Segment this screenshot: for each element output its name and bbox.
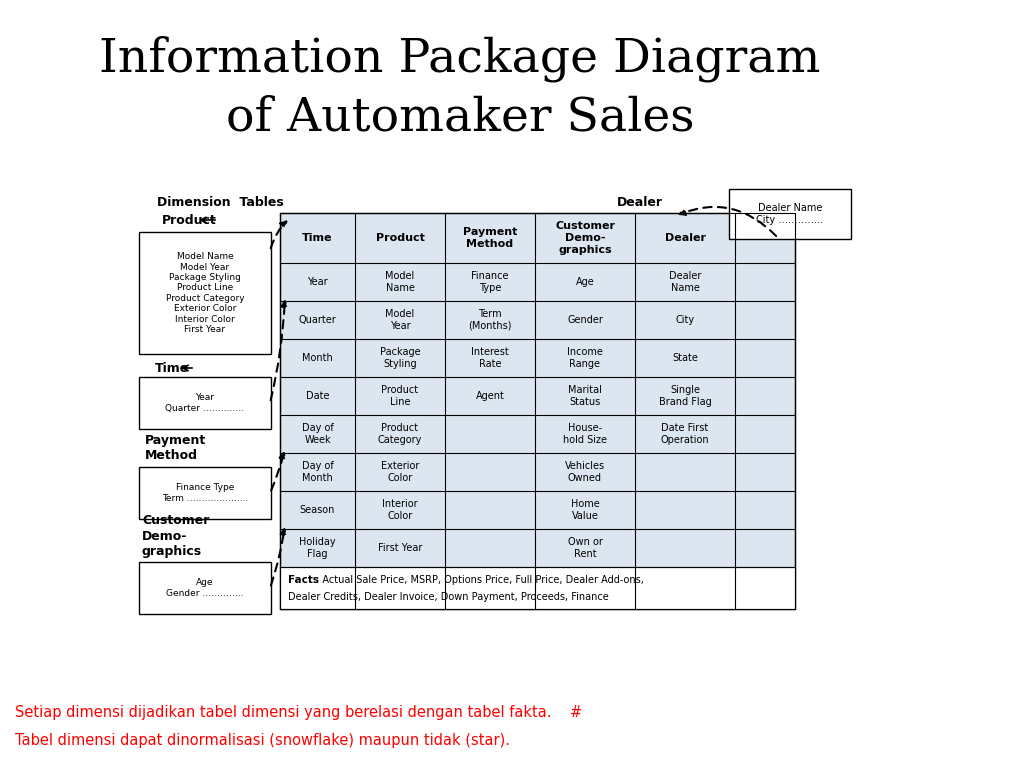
Text: Marital
Status: Marital Status [568, 386, 602, 407]
Text: First Year: First Year [378, 543, 422, 553]
Text: Exterior
Color: Exterior Color [381, 462, 419, 483]
FancyBboxPatch shape [139, 377, 271, 429]
Text: Finance
Type: Finance Type [471, 271, 509, 293]
Text: Model
Name: Model Name [385, 271, 415, 293]
Text: Age
Gender …………..: Age Gender ………….. [166, 578, 244, 598]
FancyArrowPatch shape [680, 207, 776, 236]
Text: Month: Month [302, 353, 333, 363]
Text: Income
Range: Income Range [567, 347, 603, 369]
Text: Finance Type
Term ……………......: Finance Type Term ……………...... [162, 483, 248, 503]
Text: Day of
Week: Day of Week [302, 423, 334, 445]
Text: Agent: Agent [475, 391, 505, 401]
Text: Dealer Credits, Dealer Invoice, Down Payment, Proceeds, Finance: Dealer Credits, Dealer Invoice, Down Pay… [288, 592, 608, 602]
Text: Package
Styling: Package Styling [380, 347, 420, 369]
Text: City: City [676, 315, 694, 325]
FancyBboxPatch shape [139, 562, 271, 614]
Text: Dealer Name
City …………..: Dealer Name City ………….. [757, 204, 823, 225]
Text: Payment
Method: Payment Method [145, 434, 206, 462]
Text: Age: Age [575, 277, 594, 287]
Text: Year
Quarter …………..: Year Quarter ………….. [166, 393, 245, 412]
Text: Information Package Diagram
of Automaker Sales: Information Package Diagram of Automaker… [99, 35, 820, 141]
Text: Single
Brand Flag: Single Brand Flag [658, 386, 712, 407]
Text: Customer
Demo-
graphics: Customer Demo- graphics [555, 221, 615, 255]
Text: Facts: Facts [288, 574, 319, 584]
Polygon shape [280, 213, 795, 609]
Text: Dealer: Dealer [617, 197, 663, 210]
Text: Home
Value: Home Value [570, 499, 599, 521]
Polygon shape [280, 567, 795, 609]
Text: Gender: Gender [567, 315, 603, 325]
Text: Season: Season [300, 505, 335, 515]
Text: : Actual Sale Price, MSRP, Options Price, Full Price, Dealer Add-ons,: : Actual Sale Price, MSRP, Options Price… [316, 574, 644, 584]
Text: Dealer
Name: Dealer Name [669, 271, 701, 293]
Text: Holiday
Flag: Holiday Flag [299, 537, 336, 559]
Text: Date: Date [306, 391, 330, 401]
Text: Dimension  Tables: Dimension Tables [157, 197, 284, 210]
FancyBboxPatch shape [139, 232, 271, 354]
Text: Model Name
Model Year
Package Styling
Product Line
Product Category
Exterior Col: Model Name Model Year Package Styling Pr… [166, 252, 245, 334]
Text: Tabel dimensi dapat dinormalisasi (snowflake) maupun tidak (star).: Tabel dimensi dapat dinormalisasi (snowf… [15, 733, 510, 747]
Text: Date First
Operation: Date First Operation [660, 423, 710, 445]
Text: Own or
Rent: Own or Rent [567, 537, 602, 559]
FancyArrowPatch shape [270, 221, 287, 248]
FancyBboxPatch shape [729, 189, 851, 239]
FancyArrowPatch shape [271, 453, 286, 491]
FancyArrowPatch shape [270, 301, 288, 400]
Text: Interior
Color: Interior Color [382, 499, 418, 521]
Text: Interest
Rate: Interest Rate [471, 347, 509, 369]
Text: Quarter: Quarter [299, 315, 336, 325]
Text: Product
Category: Product Category [378, 423, 422, 445]
Text: Dealer: Dealer [665, 233, 706, 243]
Text: Year: Year [307, 277, 328, 287]
Text: Model
Year: Model Year [385, 310, 415, 331]
Text: Product: Product [162, 214, 217, 227]
Text: Vehicles
Owned: Vehicles Owned [565, 462, 605, 483]
Text: Day of
Month: Day of Month [302, 462, 334, 483]
Text: Product
Line: Product Line [381, 386, 419, 407]
FancyArrowPatch shape [271, 529, 287, 585]
Text: Product: Product [376, 233, 424, 243]
Text: Payment
Method: Payment Method [463, 227, 517, 249]
Text: Term
(Months): Term (Months) [468, 310, 512, 331]
FancyBboxPatch shape [139, 467, 271, 519]
Text: House-
hold Size: House- hold Size [563, 423, 607, 445]
Text: Time: Time [302, 233, 333, 243]
Text: Customer
Demo-
graphics: Customer Demo- graphics [142, 515, 209, 558]
Text: Time: Time [155, 362, 189, 375]
Text: Setiap dimensi dijadikan tabel dimensi yang berelasi dengan tabel fakta.    #: Setiap dimensi dijadikan tabel dimensi y… [15, 706, 583, 720]
Text: State: State [672, 353, 698, 363]
